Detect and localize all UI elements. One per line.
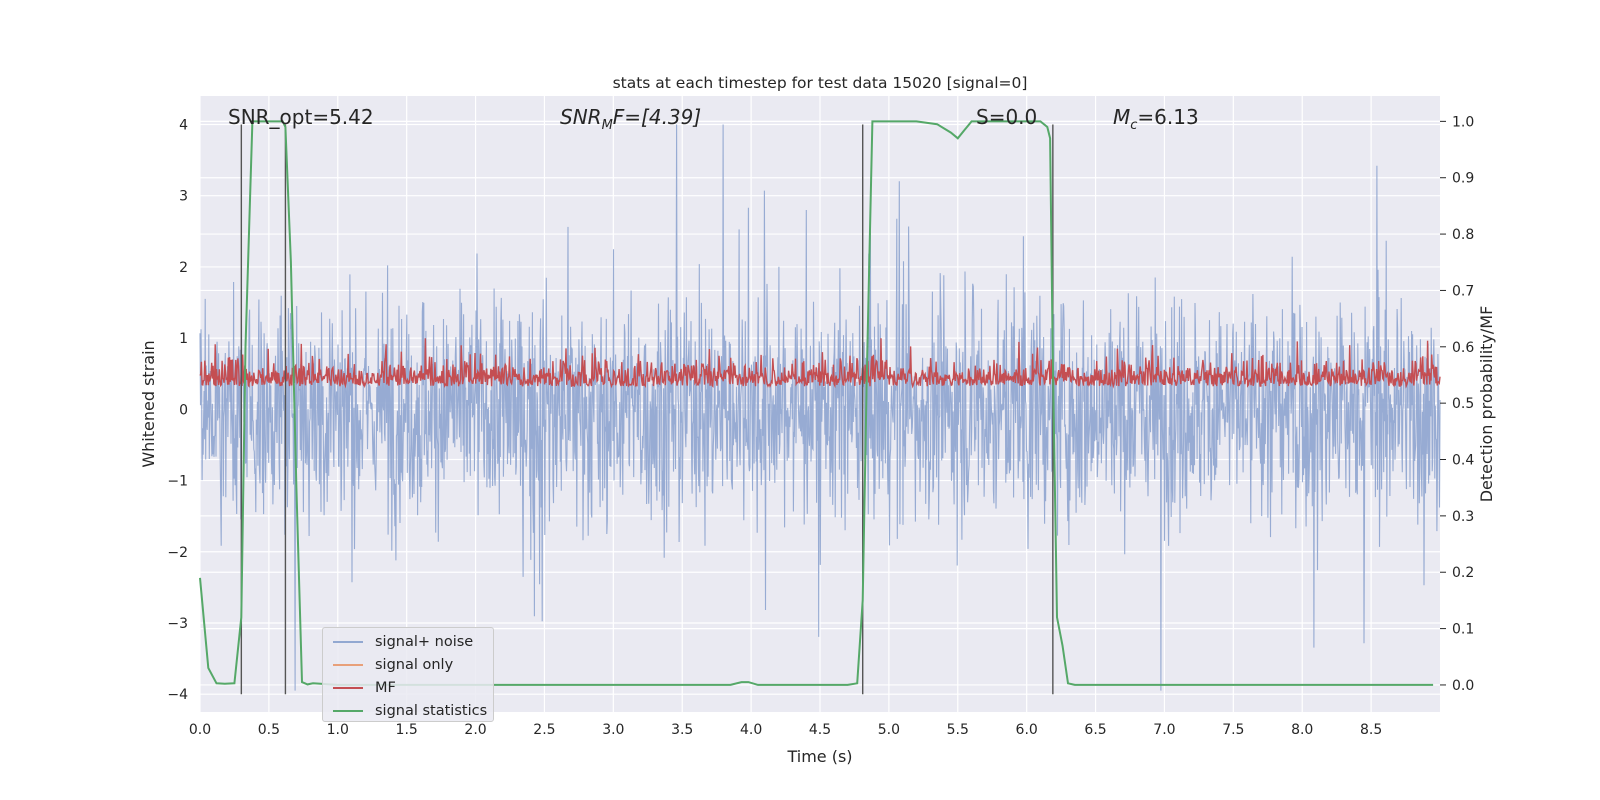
x-tick-labels: 0.0 0.5 1.0 1.5 2.0 2.5 3.0 3.5 4.0 4.5 5.0 5.5 6.0 6… xyxy=(189,722,1382,738)
x-tick-label: 0.0 xyxy=(189,722,211,738)
mf-series xyxy=(199,338,1441,389)
legend-item-signal-only: signal only xyxy=(323,653,493,676)
y-tick-label: 1 xyxy=(179,331,188,347)
right-axis-label: Detection probability/MF xyxy=(1477,306,1496,503)
right-tick-label: 0.6 xyxy=(1452,340,1474,356)
legend-swatch-mf xyxy=(333,686,363,689)
signal-statistics-series xyxy=(199,120,1434,686)
x-tick-label: 3.5 xyxy=(671,722,693,738)
y-tick-label: −1 xyxy=(167,474,188,490)
legend-label-mf: MF xyxy=(375,679,396,696)
legend: signal+ noise signal only MF signal stat… xyxy=(322,627,494,722)
snr-mf-annotation: SNRMF=[4.39] xyxy=(560,105,701,133)
x-tick-label: 4.5 xyxy=(809,722,831,738)
y-tick-label: −2 xyxy=(167,545,188,561)
right-tick-label: 0.3 xyxy=(1452,509,1474,525)
x-tick-label: 3.0 xyxy=(602,722,624,738)
x-tick-label: 4.0 xyxy=(740,722,762,738)
y-tick-label: 0 xyxy=(179,402,188,418)
legend-item-signal-statistics: signal statistics xyxy=(323,699,493,722)
x-tick-label: 7.0 xyxy=(1153,722,1175,738)
x-tick-label: 2.0 xyxy=(464,722,486,738)
right-tick-label: 0.1 xyxy=(1452,622,1474,638)
right-tick-label: 0.2 xyxy=(1452,565,1474,581)
right-tick-label: 0.0 xyxy=(1452,678,1474,694)
legend-item-signal-noise: signal+ noise xyxy=(323,630,493,653)
x-tick-label: 7.5 xyxy=(1222,722,1244,738)
right-tick-labels: 0.0 0.1 0.2 0.3 0.4 0.5 0.6 0.7 0.8 0.9 1.0 xyxy=(1440,114,1474,694)
legend-label-signal-noise: signal+ noise xyxy=(375,633,474,650)
signal-statistics-line xyxy=(199,120,1434,686)
chart-title: stats at each timestep for test data 150… xyxy=(613,74,1028,92)
x-tick-label: 1.0 xyxy=(327,722,349,738)
mf-line xyxy=(199,338,1441,389)
legend-swatch-signal-only xyxy=(333,663,363,666)
x-tick-label: 1.5 xyxy=(396,722,418,738)
right-tick-label: 0.7 xyxy=(1452,283,1474,299)
right-tick-label: 0.8 xyxy=(1452,227,1474,243)
x-tick-label: 5.0 xyxy=(878,722,900,738)
y-tick-label: −3 xyxy=(167,616,188,632)
legend-swatch-signal-noise xyxy=(333,640,363,643)
right-tick-label: 0.5 xyxy=(1452,396,1474,412)
snr-opt-annotation: SNR_opt=5.42 xyxy=(228,105,374,129)
s-annotation: S=0.0 xyxy=(976,105,1037,129)
x-tick-label: 6.5 xyxy=(1084,722,1106,738)
legend-item-mf: MF xyxy=(323,676,493,699)
right-tick-label: 0.4 xyxy=(1452,453,1474,469)
y-tick-label: 4 xyxy=(179,117,188,133)
legend-swatch-signal-statistics xyxy=(333,709,363,712)
x-tick-label: 6.0 xyxy=(1016,722,1038,738)
x-tick-label: 5.5 xyxy=(947,722,969,738)
y-tick-labels: −4 −3 −2 −1 0 1 2 3 4 xyxy=(167,117,188,703)
right-tick-label: 1.0 xyxy=(1452,114,1474,130)
right-tick-label: 0.9 xyxy=(1452,171,1474,187)
x-tick-label: 2.5 xyxy=(533,722,555,738)
y-tick-label: 2 xyxy=(179,260,188,276)
signal-noise-series xyxy=(199,124,1441,691)
x-tick-label: 0.5 xyxy=(258,722,280,738)
mc-annotation: Mc=6.13 xyxy=(1113,105,1199,133)
legend-label-signal-only: signal only xyxy=(375,656,454,673)
y-axis-label: Whitened strain xyxy=(139,340,158,467)
x-tick-label: 8.5 xyxy=(1360,722,1382,738)
signal-noise-line xyxy=(199,124,1441,691)
y-tick-label: −4 xyxy=(167,687,188,703)
x-tick-label: 8.0 xyxy=(1291,722,1313,738)
y-tick-label: 3 xyxy=(179,189,188,205)
legend-label-signal-statistics: signal statistics xyxy=(375,702,488,719)
x-axis-label: Time (s) xyxy=(786,747,852,766)
